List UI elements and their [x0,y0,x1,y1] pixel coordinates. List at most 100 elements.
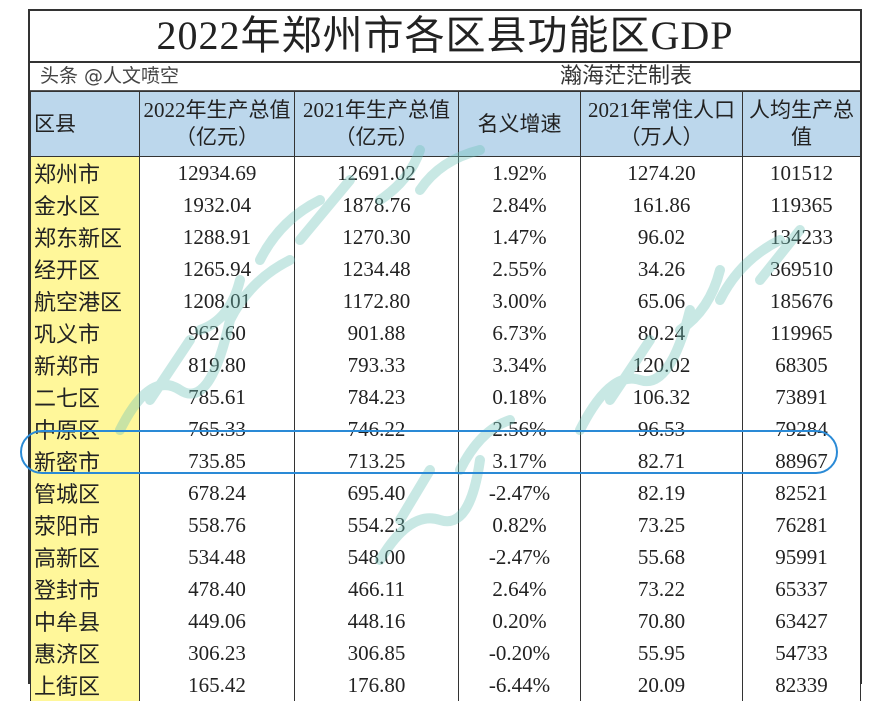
cell-gdp-2021: 306.85 [294,637,459,669]
cell-gdp-2022: 819.80 [139,349,295,381]
cell-gdp-2021: 448.16 [294,605,459,637]
cell-gdp-2022: 165.42 [139,669,295,701]
cell-per-capita: 65337 [742,573,861,605]
cell-population: 65.06 [580,285,743,317]
cell-growth: 3.34% [458,349,581,381]
table-row: 管城区 678.24 695.40 -2.47% 82.19 82521 [30,477,861,509]
cell-gdp-2021: 746.22 [294,413,459,445]
header-population: 2021年常住人口（万人） [580,91,743,157]
table-row: 二七区 785.61 784.23 0.18% 106.32 73891 [30,381,861,413]
source-credit: 头条 @人文喷空 [40,65,180,87]
cell-district: 巩义市 [30,317,140,349]
cell-gdp-2022: 558.76 [139,509,295,541]
cell-gdp-2021: 548.00 [294,541,459,573]
header-per-capita: 人均生产总值 [742,91,861,157]
cell-district: 经开区 [30,253,140,285]
table-row: 登封市 478.40 466.11 2.64% 73.22 65337 [30,573,861,605]
cell-per-capita: 68305 [742,349,861,381]
cell-growth: 0.82% [458,509,581,541]
cell-gdp-2021: 901.88 [294,317,459,349]
cell-district: 管城区 [30,477,140,509]
header-row: 区县 2022年生产总值（亿元） 2021年生产总值（亿元） 名义增速 2021… [30,91,861,157]
cell-population: 96.53 [580,413,743,445]
cell-per-capita: 73891 [742,381,861,413]
cell-district: 高新区 [30,541,140,573]
table-row: 高新区 534.48 548.00 -2.47% 55.68 95991 [30,541,861,573]
table-row: 金水区 1932.04 1878.76 2.84% 161.86 119365 [30,189,861,221]
cell-gdp-2022: 449.06 [139,605,295,637]
cell-gdp-2022: 962.60 [139,317,295,349]
cell-growth: 2.56% [458,413,581,445]
table-row: 上街区 165.42 176.80 -6.44% 20.09 82339 [30,669,861,701]
cell-gdp-2021: 784.23 [294,381,459,413]
cell-district: 郑州市 [30,156,140,189]
cell-per-capita: 119965 [742,317,861,349]
cell-population: 106.32 [580,381,743,413]
cell-gdp-2021: 1270.30 [294,221,459,253]
header-gdp-2022: 2022年生产总值（亿元） [139,91,295,157]
cell-district: 航空港区 [30,285,140,317]
cell-per-capita: 82339 [742,669,861,701]
cell-population: 161.86 [580,189,743,221]
cell-population: 20.09 [580,669,743,701]
cell-gdp-2022: 765.33 [139,413,295,445]
cell-per-capita: 119365 [742,189,861,221]
cell-growth: 2.84% [458,189,581,221]
cell-district: 登封市 [30,573,140,605]
cell-district: 上街区 [30,669,140,701]
cell-population: 34.26 [580,253,743,285]
cell-growth: 2.55% [458,253,581,285]
cell-gdp-2022: 785.61 [139,381,295,413]
cell-gdp-2022: 478.40 [139,573,295,605]
cell-gdp-2022: 1288.91 [139,221,295,253]
cell-per-capita: 63427 [742,605,861,637]
cell-gdp-2021: 695.40 [294,477,459,509]
cell-population: 70.80 [580,605,743,637]
cell-growth: 0.18% [458,381,581,413]
header-district: 区县 [30,91,140,157]
cell-per-capita: 101512 [742,156,861,189]
subtitle-row: 头条 @人文喷空 瀚海茫茫制表 [30,61,860,91]
gdp-sheet: 2022年郑州市各区县功能区GDP 头条 @人文喷空 瀚海茫茫制表 区县 202… [28,9,862,701]
cell-per-capita: 79284 [742,413,861,445]
cell-district: 新密市 [30,445,140,477]
cell-per-capita: 369510 [742,253,861,285]
cell-gdp-2022: 1208.01 [139,285,295,317]
cell-growth: -2.47% [458,541,581,573]
table-row: 郑州市 12934.69 12691.02 1.92% 1274.20 101512 [30,156,861,189]
table-row: 郑东新区 1288.91 1270.30 1.47% 96.02 134233 [30,221,861,253]
cell-district: 中原区 [30,413,140,445]
cell-gdp-2021: 466.11 [294,573,459,605]
cell-gdp-2021: 176.80 [294,669,459,701]
table-row: 荥阳市 558.76 554.23 0.82% 73.25 76281 [30,509,861,541]
cell-gdp-2022: 735.85 [139,445,295,477]
cell-population: 55.68 [580,541,743,573]
cell-population: 73.22 [580,573,743,605]
cell-gdp-2021: 12691.02 [294,156,459,189]
table-row: 经开区 1265.94 1234.48 2.55% 34.26 369510 [30,253,861,285]
cell-per-capita: 185676 [742,285,861,317]
cell-gdp-2022: 1265.94 [139,253,295,285]
table-row: 新密市 735.85 713.25 3.17% 82.71 88967 [30,445,861,477]
cell-district: 中牟县 [30,605,140,637]
cell-gdp-2022: 12934.69 [139,156,295,189]
cell-growth: -2.47% [458,477,581,509]
cell-per-capita: 95991 [742,541,861,573]
cell-district: 荥阳市 [30,509,140,541]
table-row: 惠济区 306.23 306.85 -0.20% 55.95 54733 [30,637,861,669]
table-title: 2022年郑州市各区县功能区GDP [30,9,860,63]
table-row: 航空港区 1208.01 1172.80 3.00% 65.06 185676 [30,285,861,317]
cell-per-capita: 54733 [742,637,861,669]
cell-gdp-2021: 1878.76 [294,189,459,221]
cell-population: 1274.20 [580,156,743,189]
header-growth: 名义增速 [458,91,581,157]
cell-growth: -0.20% [458,637,581,669]
cell-gdp-2021: 1172.80 [294,285,459,317]
cell-population: 55.95 [580,637,743,669]
cell-district: 惠济区 [30,637,140,669]
cell-population: 82.19 [580,477,743,509]
cell-gdp-2022: 678.24 [139,477,295,509]
cell-district: 二七区 [30,381,140,413]
cell-population: 73.25 [580,509,743,541]
cell-district: 郑东新区 [30,221,140,253]
